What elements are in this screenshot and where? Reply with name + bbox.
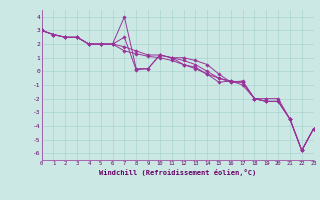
X-axis label: Windchill (Refroidissement éolien,°C): Windchill (Refroidissement éolien,°C) [99, 169, 256, 176]
